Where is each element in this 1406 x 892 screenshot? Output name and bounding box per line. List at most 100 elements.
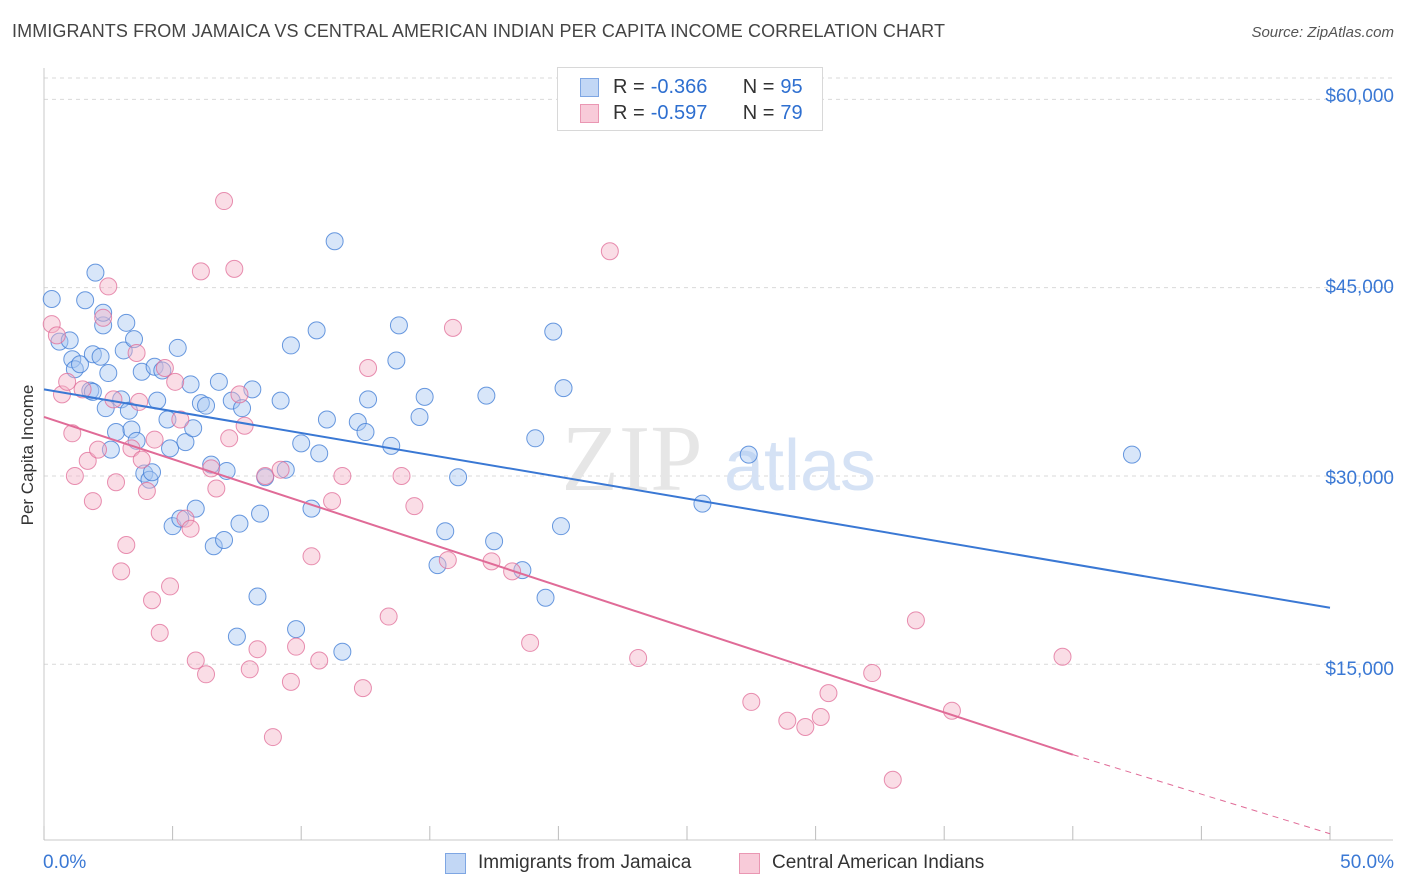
legend-n-label: N =: [742, 75, 775, 98]
data-point: [348, 412, 367, 431]
data-point: [521, 633, 540, 652]
legend-item-central-american[interactable]: Central American Indians: [739, 852, 984, 874]
data-point: [392, 466, 411, 485]
data-point: [83, 492, 102, 511]
trend-lines: [43, 388, 1331, 835]
data-point: [150, 623, 169, 642]
data-point: [353, 679, 372, 698]
x-tick-min: 0.0%: [43, 852, 87, 873]
data-point: [428, 556, 447, 575]
data-point: [863, 664, 882, 683]
watermark: ZIP atlas: [562, 407, 877, 511]
data-point: [307, 321, 326, 340]
data-point: [94, 316, 113, 335]
data-point: [883, 770, 902, 789]
data-point: [101, 440, 120, 459]
data-point: [166, 372, 185, 391]
watermark-atlas: atlas: [724, 426, 876, 506]
data-point: [693, 494, 712, 513]
chart-title: IMMIGRANTS FROM JAMAICA VS CENTRAL AMERI…: [12, 21, 946, 41]
data-point: [389, 316, 408, 335]
data-point: [323, 492, 342, 511]
series-legend: Immigrants from Jamaica Central American…: [0, 852, 1406, 876]
series-central-american-points: [42, 192, 1072, 789]
legend-swatch-pink: [739, 852, 760, 874]
data-point: [310, 444, 329, 463]
x-tick-max: 50.0%: [1340, 852, 1394, 873]
legend-swatch-blue: [580, 77, 599, 97]
data-point: [161, 439, 180, 458]
data-point: [99, 364, 118, 383]
data-point: [405, 497, 424, 516]
data-point: [819, 684, 838, 703]
trend-line-0: [43, 388, 1331, 609]
data-point: [107, 473, 126, 492]
data-point: [310, 651, 329, 670]
legend-swatch-pink: [580, 103, 599, 123]
data-point: [225, 259, 244, 278]
data-point: [410, 407, 429, 426]
y-tick-30000: $30,000: [1325, 468, 1394, 489]
legend-r-label: R =: [613, 75, 645, 98]
data-point: [256, 466, 275, 485]
data-point: [248, 587, 267, 606]
y-tick-15000: $15,000: [1325, 659, 1394, 680]
data-point: [155, 359, 174, 378]
data-point: [186, 651, 205, 670]
legend-r-label: R =: [613, 101, 645, 124]
legend-n-value: 79: [780, 101, 803, 124]
data-point: [230, 514, 249, 533]
legend-row-jamaica: R = -0.366 N = 95: [580, 75, 803, 99]
data-point: [443, 318, 462, 337]
data-point: [204, 537, 223, 556]
data-point: [281, 336, 300, 355]
data-point: [168, 338, 187, 357]
data-point: [271, 391, 290, 410]
legend-item-jamaica[interactable]: Immigrants from Jamaica: [445, 852, 691, 874]
data-point: [317, 410, 336, 429]
data-point: [227, 627, 246, 646]
data-point: [526, 429, 545, 448]
data-point: [47, 326, 66, 345]
data-point: [125, 330, 144, 349]
data-point: [181, 375, 200, 394]
data-point: [629, 648, 648, 667]
data-point: [99, 277, 118, 296]
data-point: [551, 517, 570, 536]
data-point: [230, 385, 249, 404]
data-point: [554, 379, 573, 398]
data-point: [302, 547, 321, 566]
axes: [43, 68, 1393, 841]
legend-r-value: -0.597: [650, 101, 708, 124]
data-point: [251, 504, 270, 523]
data-point: [197, 396, 216, 415]
data-point: [263, 728, 282, 747]
data-point: [382, 436, 401, 455]
data-point: [112, 562, 131, 581]
data-point: [287, 620, 306, 639]
data-point: [600, 242, 619, 261]
data-point: [91, 347, 110, 366]
data-point: [356, 423, 375, 442]
data-point: [191, 394, 210, 413]
data-point: [176, 433, 195, 452]
data-point: [333, 642, 352, 661]
data-point: [215, 530, 234, 549]
data-point: [202, 455, 221, 474]
data-point: [276, 460, 295, 479]
data-point: [215, 192, 234, 211]
trend-line-1: [43, 416, 1074, 756]
data-point: [143, 463, 162, 482]
data-point: [42, 289, 61, 308]
data-point: [436, 522, 455, 541]
data-point: [122, 420, 141, 439]
data-point: [220, 429, 239, 448]
data-point: [127, 343, 146, 362]
y-tick-60000: $60,000: [1325, 86, 1394, 107]
legend-swatch-blue: [445, 852, 466, 874]
data-point: [209, 372, 228, 391]
data-point: [76, 291, 95, 310]
data-point: [65, 466, 84, 485]
data-point: [544, 322, 563, 341]
data-point: [333, 466, 352, 485]
